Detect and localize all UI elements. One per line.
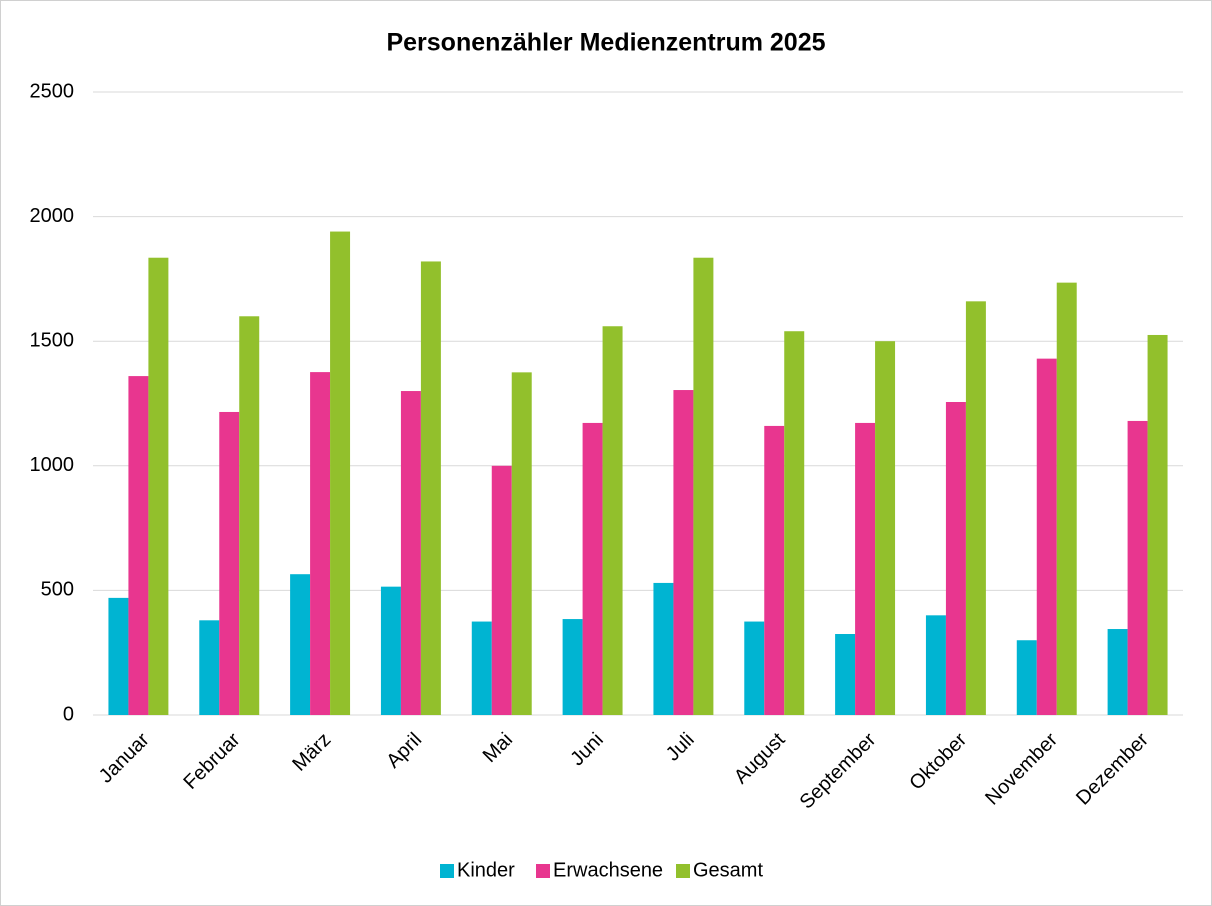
- bar: [653, 582, 674, 715]
- chart-title: Personenzähler Medienzentrum 2025: [386, 29, 825, 57]
- bar: [199, 620, 220, 715]
- bar: [491, 465, 512, 715]
- bar: [148, 257, 169, 715]
- bar: [925, 615, 946, 715]
- bar: [784, 331, 805, 715]
- bar: [855, 422, 876, 715]
- legend-label: Gesamt: [693, 859, 763, 881]
- bar: [1147, 334, 1168, 715]
- bar: [945, 402, 966, 715]
- bar: [673, 390, 694, 715]
- bar: [219, 411, 240, 715]
- bar: [562, 619, 583, 715]
- legend-label: Kinder: [457, 859, 515, 881]
- bar: [835, 634, 856, 715]
- bar: [764, 425, 785, 715]
- y-tick-label: 1500: [30, 329, 75, 351]
- bar: [602, 326, 623, 715]
- bar: [400, 391, 421, 715]
- bar: [330, 231, 351, 715]
- bar: [1127, 420, 1148, 715]
- y-tick-label: 2500: [30, 80, 75, 102]
- bar: [1056, 282, 1077, 715]
- bar: [290, 574, 311, 715]
- y-tick-label: 500: [41, 579, 74, 601]
- y-tick-label: 1000: [30, 454, 75, 476]
- bar: [511, 372, 532, 715]
- legend-swatch: [676, 864, 690, 878]
- bar: [310, 372, 331, 715]
- y-tick-label: 2000: [30, 205, 75, 227]
- bar: [108, 597, 129, 715]
- bar: [471, 621, 492, 715]
- bar: [1107, 629, 1128, 715]
- bar: [239, 316, 260, 715]
- bar: [1016, 640, 1037, 715]
- bar: [420, 261, 441, 715]
- bar: [380, 586, 401, 715]
- bar: [582, 422, 603, 715]
- bar: [1036, 358, 1057, 715]
- bar: [875, 341, 896, 715]
- legend-label: Erwachsene: [553, 859, 663, 881]
- legend-swatch: [440, 864, 454, 878]
- bar: [128, 376, 149, 715]
- bar: [693, 257, 714, 715]
- bar: [965, 301, 986, 715]
- bar: [744, 621, 765, 715]
- y-tick-label: 0: [63, 703, 74, 725]
- legend-swatch: [536, 864, 550, 878]
